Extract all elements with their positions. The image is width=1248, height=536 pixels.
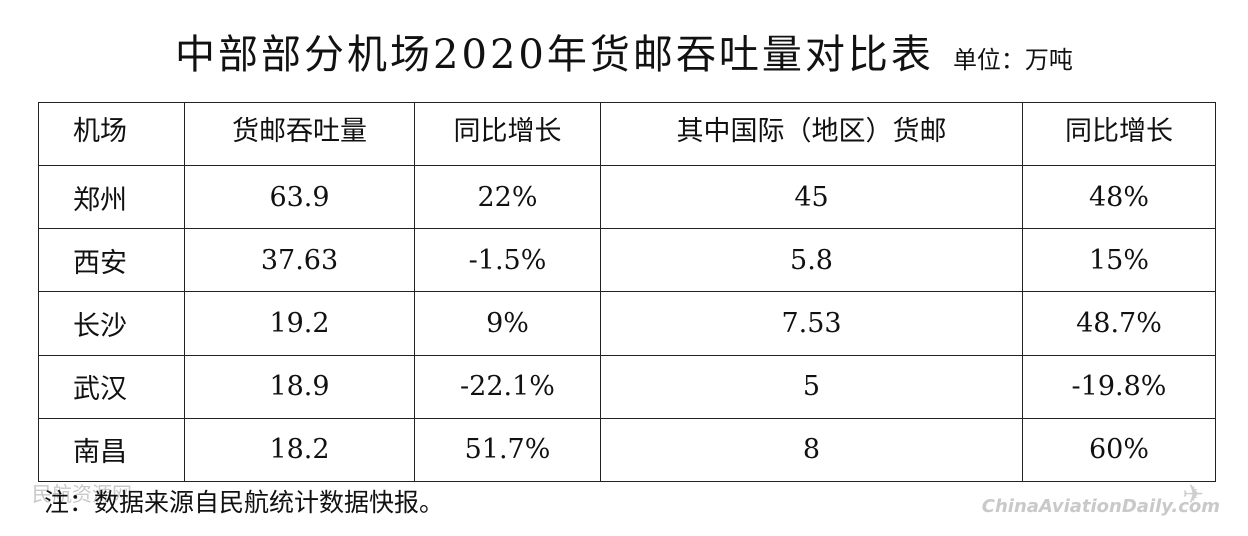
header-cargo-throughput: 货邮吞吐量: [184, 102, 415, 166]
cargo-cell: 63.9: [184, 164, 415, 230]
header-international-cargo: 其中国际（地区）货邮: [600, 102, 1023, 166]
title-bar: 中部部分机场2020年货邮吞吐量对比表 单位：万吨: [0, 22, 1248, 80]
intl-cargo-cell: 5.8: [600, 228, 1023, 293]
growth-cell: -22.1%: [414, 354, 601, 419]
footnote: 注：数据来源自民航统计数据快报。: [44, 488, 445, 517]
header-airport: 机场: [38, 102, 185, 166]
intl-cargo-cell: 45: [600, 164, 1023, 230]
intl-cargo-cell: 8: [600, 417, 1023, 483]
intl-cargo-cell: 5: [600, 354, 1023, 419]
airport-cell: 武汉: [38, 354, 185, 419]
growth-cell: 22%: [414, 164, 601, 230]
growth-cell: -1.5%: [414, 228, 601, 293]
intl-growth-cell: 60%: [1022, 417, 1216, 483]
airport-cell: 西安: [38, 228, 185, 293]
table-header-row: 机场 货邮吞吐量 同比增长 其中国际（地区）货邮 同比增长: [38, 102, 1216, 166]
intl-growth-cell: 48.7%: [1022, 291, 1216, 356]
growth-cell: 51.7%: [414, 417, 601, 483]
intl-growth-cell: 15%: [1022, 228, 1216, 293]
airport-cell: 南昌: [38, 417, 185, 483]
intl-growth-cell: 48%: [1022, 164, 1216, 230]
table-row: 南昌 18.2 51.7% 8 60%: [38, 417, 1216, 483]
watermark-right: ChinaAviationDaily.com: [981, 496, 1220, 517]
table-row: 西安 37.63 -1.5% 5.8 15%: [38, 228, 1216, 293]
intl-cargo-cell: 7.53: [600, 291, 1023, 356]
header-yoy-growth: 同比增长: [414, 102, 601, 166]
table-row: 郑州 63.9 22% 45 48%: [38, 164, 1216, 230]
intl-growth-cell: -19.8%: [1022, 354, 1216, 419]
airport-cell: 郑州: [38, 164, 185, 230]
watermark-left: 民航资源网: [32, 482, 132, 506]
cargo-cell: 18.9: [184, 354, 415, 419]
cargo-cell: 18.2: [184, 417, 415, 483]
cargo-cell: 19.2: [184, 291, 415, 356]
cargo-cell: 37.63: [184, 228, 415, 293]
comparison-table: 机场 货邮吞吐量 同比增长 其中国际（地区）货邮 同比增长 郑州 63.9 22…: [38, 102, 1216, 483]
table-row: 长沙 19.2 9% 7.53 48.7%: [38, 291, 1216, 356]
page-title: 中部部分机场2020年货邮吞吐量对比表: [175, 32, 934, 78]
header-intl-yoy-growth: 同比增长: [1022, 102, 1216, 166]
airport-cell: 长沙: [38, 291, 185, 356]
growth-cell: 9%: [414, 291, 601, 356]
plane-icon: ✈: [1182, 480, 1204, 510]
table-row: 武汉 18.9 -22.1% 5 -19.8%: [38, 354, 1216, 419]
unit-label: 单位：万吨: [952, 46, 1073, 74]
